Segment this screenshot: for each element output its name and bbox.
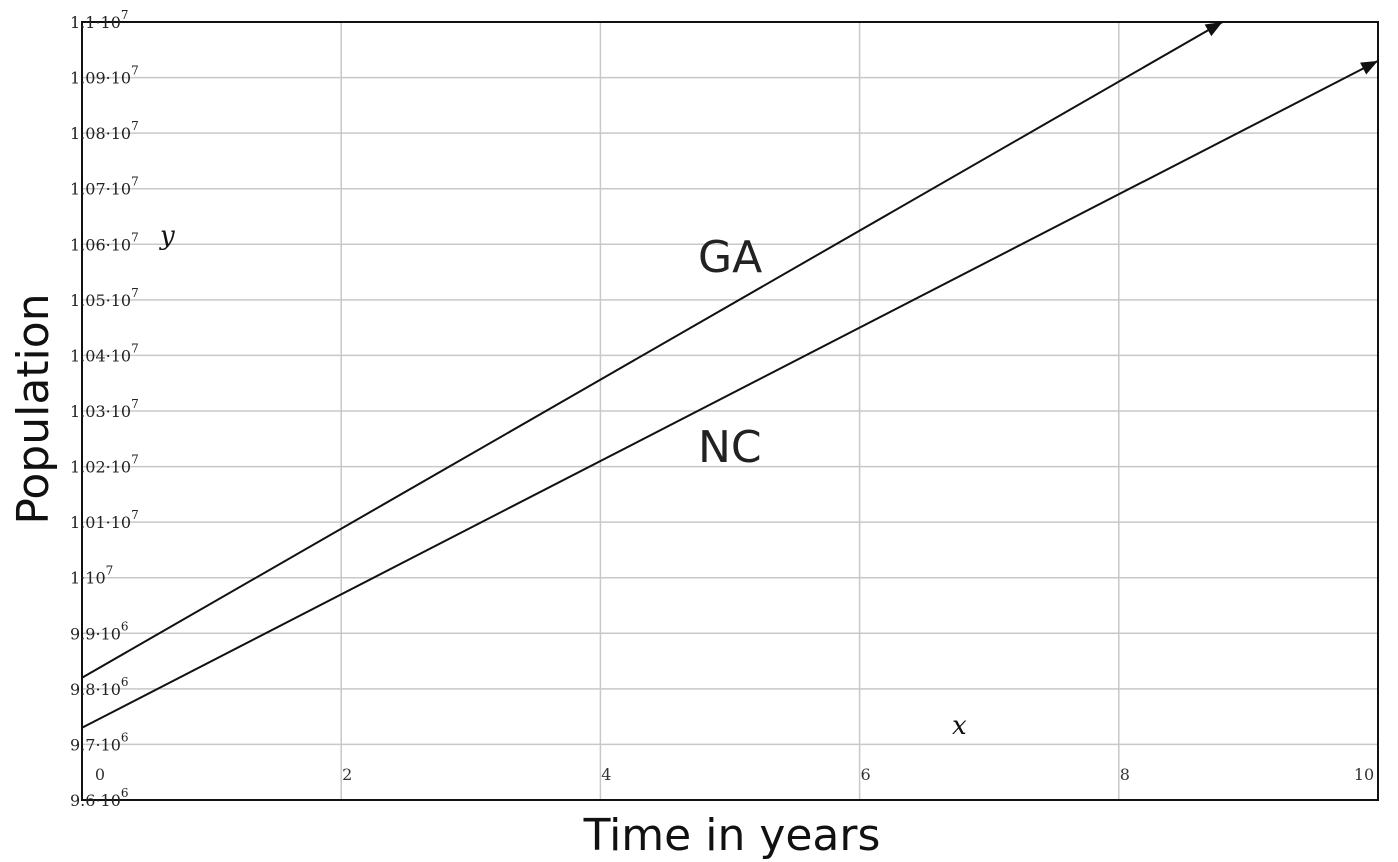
y-tick-exponent: 7 — [131, 508, 139, 522]
y-tick-exponent: 6 — [121, 675, 129, 689]
y-tick-exponent: 7 — [131, 397, 139, 411]
series-label-ga: GA — [698, 232, 762, 283]
y-tick-label: 9.8·106 — [70, 675, 129, 699]
x-axis-ticks: 0 2 4 6 8 10 — [95, 765, 1374, 784]
x-axis-title: Time in years — [583, 810, 881, 861]
series-line-ga — [81, 21, 1223, 679]
y-tick-label: 1.03·107 — [70, 397, 139, 421]
y-tick-exponent: 7 — [121, 8, 129, 22]
y-tick-exponent: 7 — [131, 286, 139, 300]
series-lines — [81, 21, 1379, 729]
y-axis-title: Population — [8, 293, 59, 524]
series-line-nc — [81, 60, 1379, 729]
y-tick-label: 1.01·107 — [70, 508, 139, 532]
y-axis-ticks: 9.6·106 9.7·106 9.8·106 9.9·106 1·107 1.01·10… — [70, 8, 139, 810]
y-tick-label: 9.9·106 — [70, 619, 129, 643]
y-tick-label: 1·107 — [70, 564, 113, 588]
y-tick-label: 9.7·106 — [70, 730, 129, 754]
y-tick-label: 1.1·107 — [70, 8, 129, 32]
y-tick-label: 1.06·107 — [70, 230, 139, 254]
y-tick-exponent: 6 — [121, 619, 129, 633]
plot-frame — [81, 21, 1379, 801]
x-tick-label: 8 — [1120, 765, 1130, 784]
x-tick-label: 2 — [342, 765, 352, 784]
x-tick-label: 10 — [1354, 765, 1374, 784]
y-tick-exponent: 6 — [121, 730, 129, 744]
y-tick-exponent: 7 — [131, 341, 139, 355]
y-tick-label: 1.02·107 — [70, 453, 139, 477]
y-tick-label: 1.08·107 — [70, 119, 139, 143]
y-tick-exponent: 7 — [131, 64, 139, 78]
x-tick-label: 6 — [861, 765, 871, 784]
series-label-nc: NC — [698, 422, 762, 473]
y-tick-label: 9.6·106 — [70, 786, 129, 810]
y-tick-label: 1.05·107 — [70, 286, 139, 310]
y-tick-exponent: 7 — [131, 453, 139, 467]
x-variable-label: x — [952, 711, 967, 741]
y-tick-label: 1.04·107 — [70, 341, 139, 365]
grid — [81, 21, 1379, 801]
x-tick-label: 4 — [601, 765, 611, 784]
x-tick-label: 0 — [95, 765, 105, 784]
series-arrowhead-ga — [1204, 22, 1223, 37]
y-tick-label: 1.09·107 — [70, 64, 139, 88]
series-arrowhead-nc — [1360, 60, 1378, 75]
y-tick-exponent: 7 — [131, 175, 139, 189]
y-tick-exponent: 7 — [131, 119, 139, 133]
y-tick-exponent: 7 — [131, 230, 139, 244]
y-tick-exponent: 7 — [106, 564, 114, 578]
y-tick-label: 1.07·107 — [70, 175, 139, 199]
y-variable-label: y — [159, 221, 175, 251]
y-tick-exponent: 6 — [121, 786, 129, 800]
